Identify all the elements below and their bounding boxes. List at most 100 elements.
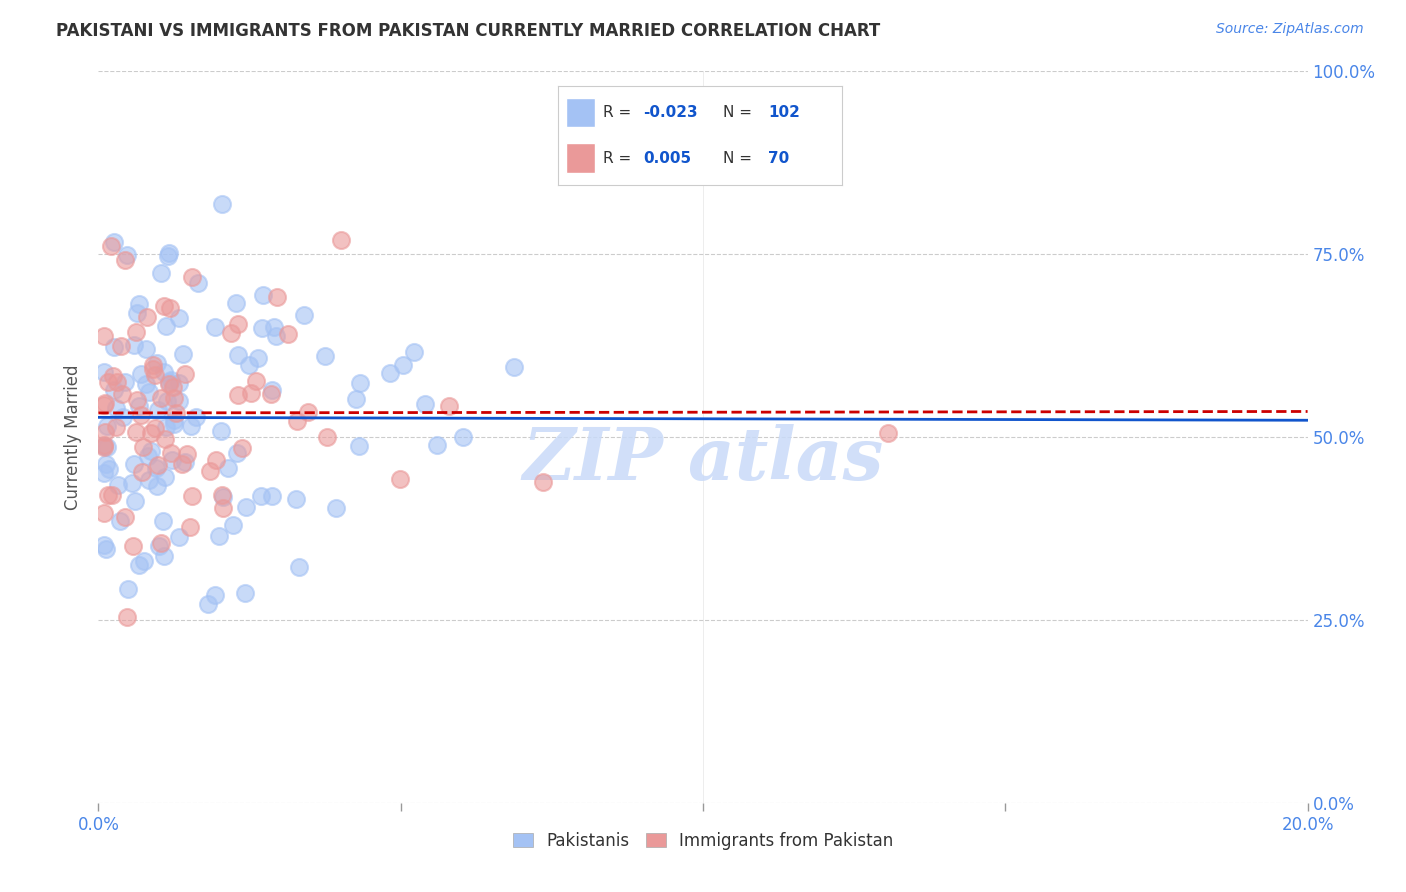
Point xyxy=(155,470,177,484)
Point xyxy=(96,440,118,454)
Point xyxy=(131,466,153,480)
Point xyxy=(138,474,160,488)
Point xyxy=(249,489,271,503)
Legend: Pakistanis, Immigrants from Pakistan: Pakistanis, Immigrants from Pakistan xyxy=(506,825,900,856)
Point xyxy=(122,337,145,351)
Point xyxy=(155,433,177,447)
Point xyxy=(163,413,186,427)
Point xyxy=(246,351,269,366)
Point xyxy=(330,233,353,247)
Point xyxy=(404,345,426,359)
Point xyxy=(292,308,315,322)
Point xyxy=(157,245,180,260)
Point xyxy=(378,366,401,380)
Point xyxy=(209,424,232,438)
Point xyxy=(135,310,157,324)
Point xyxy=(222,518,245,533)
Point xyxy=(97,376,120,390)
Point xyxy=(172,457,194,471)
Point xyxy=(121,475,143,490)
Point xyxy=(426,438,449,452)
Point xyxy=(531,475,554,490)
Point xyxy=(877,425,900,440)
Point xyxy=(153,299,176,313)
Point xyxy=(235,500,257,515)
Point xyxy=(288,559,311,574)
Point xyxy=(349,439,371,453)
Point xyxy=(152,514,174,528)
Point xyxy=(105,375,128,389)
Point xyxy=(114,375,136,389)
Point xyxy=(200,465,222,479)
Point xyxy=(163,391,186,405)
Point xyxy=(115,248,138,262)
Point xyxy=(167,376,190,391)
Point xyxy=(344,392,367,406)
Point xyxy=(148,539,170,553)
Point xyxy=(162,379,184,393)
Point xyxy=(180,419,202,434)
Point xyxy=(148,458,170,472)
Point xyxy=(167,311,190,326)
Point xyxy=(325,501,347,516)
Point xyxy=(208,529,231,543)
Point xyxy=(153,365,176,379)
Point xyxy=(252,321,274,335)
Point xyxy=(159,301,181,316)
Point xyxy=(260,383,283,397)
Point xyxy=(153,549,176,563)
Point xyxy=(173,368,195,382)
Point xyxy=(156,394,179,409)
Point xyxy=(143,421,166,435)
Point xyxy=(197,598,219,612)
Point xyxy=(110,339,132,353)
Point xyxy=(96,542,118,557)
Point xyxy=(129,367,152,381)
Point xyxy=(104,401,127,415)
Point xyxy=(219,326,242,341)
Point xyxy=(315,430,337,444)
Point xyxy=(93,437,115,451)
Point xyxy=(135,377,157,392)
Point xyxy=(108,514,131,528)
Text: PAKISTANI VS IMMIGRANTS FROM PAKISTAN CURRENTLY MARRIED CORRELATION CHART: PAKISTANI VS IMMIGRANTS FROM PAKISTAN CU… xyxy=(56,22,880,40)
Point xyxy=(226,348,249,362)
Point xyxy=(124,494,146,508)
Point xyxy=(187,276,209,290)
Point xyxy=(264,329,287,343)
Point xyxy=(134,554,156,568)
Point xyxy=(502,359,524,374)
Point xyxy=(97,488,120,502)
Point xyxy=(157,376,180,391)
Point xyxy=(204,588,226,602)
Point xyxy=(211,487,233,501)
Point xyxy=(260,490,283,504)
Point xyxy=(451,430,474,444)
Point xyxy=(111,386,134,401)
Point xyxy=(176,447,198,461)
Point xyxy=(128,400,150,414)
Point xyxy=(139,444,162,458)
Point xyxy=(211,197,233,211)
Point xyxy=(93,538,115,552)
Point xyxy=(149,536,172,550)
Point xyxy=(174,455,197,469)
Point xyxy=(114,509,136,524)
Text: Source: ZipAtlas.com: Source: ZipAtlas.com xyxy=(1216,22,1364,37)
Y-axis label: Currently Married: Currently Married xyxy=(65,364,83,510)
Point xyxy=(179,520,201,534)
Point xyxy=(122,539,145,553)
Point xyxy=(96,419,118,434)
Point xyxy=(392,359,415,373)
Point xyxy=(93,440,115,454)
Point xyxy=(145,479,167,493)
Point xyxy=(97,462,120,476)
Point xyxy=(212,490,235,504)
Point xyxy=(136,449,159,463)
Point xyxy=(127,306,149,320)
Point xyxy=(128,558,150,572)
Point xyxy=(437,400,460,414)
Point xyxy=(226,317,249,331)
Point xyxy=(225,296,247,310)
Point xyxy=(186,410,208,425)
